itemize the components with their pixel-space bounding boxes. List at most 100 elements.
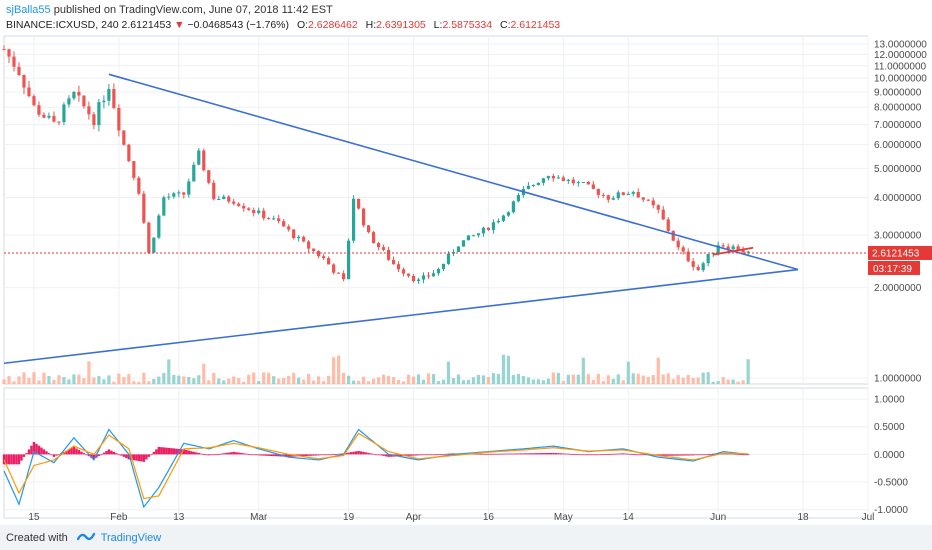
- macd-histogram-bar: [162, 447, 166, 455]
- candle-body: [97, 102, 101, 126]
- x-tick-label: 16: [483, 512, 495, 523]
- volume-bar: [127, 374, 131, 384]
- macd-histogram-bar: [327, 454, 330, 456]
- volume-bar: [87, 361, 91, 384]
- volume-bar: [456, 374, 461, 384]
- volume-bar: [596, 373, 600, 384]
- volume-bar: [77, 374, 81, 384]
- macd-histogram-bar: [107, 449, 111, 455]
- candle-body: [586, 181, 590, 185]
- candle-body: [132, 161, 136, 178]
- macd-histogram-bar: [20, 454, 23, 461]
- macd-histogram-bar: [367, 452, 370, 455]
- volume-bar: [576, 374, 580, 384]
- macd-histogram-bar: [225, 452, 228, 455]
- macd-histogram-bar: [210, 454, 213, 456]
- macd-histogram-bar: [447, 453, 450, 455]
- volume-bar: [426, 373, 431, 384]
- macd-histogram-bar: [609, 453, 612, 455]
- candle-body: [716, 245, 720, 253]
- macd-histogram-bar: [362, 451, 365, 455]
- created-with-text: Created with: [6, 532, 68, 544]
- volume-bar: [661, 374, 665, 384]
- macd-histogram-bar: [414, 454, 418, 456]
- volume-bar: [182, 376, 186, 384]
- candle-body: [431, 273, 436, 277]
- macd-histogram-bar: [227, 452, 230, 455]
- volume-bar: [277, 378, 281, 384]
- candle-body: [187, 181, 191, 195]
- candle-body: [177, 192, 181, 194]
- macd-histogram-bar: [17, 454, 21, 465]
- macd-histogram-bar: [339, 453, 343, 455]
- macd-histogram-bar: [22, 454, 26, 457]
- macd-histogram-bar: [637, 454, 640, 456]
- macd-histogram-bar: [412, 454, 415, 456]
- volume-bar: [451, 378, 456, 384]
- candle-body: [686, 251, 690, 262]
- author-link[interactable]: sjBalla55: [6, 4, 51, 16]
- macd-histogram-bar: [552, 452, 555, 455]
- macd-histogram-bar: [434, 454, 438, 456]
- candle-body: [17, 66, 21, 75]
- macd-histogram-bar: [260, 454, 263, 456]
- candle-body: [406, 273, 411, 276]
- volume-bar: [636, 373, 640, 384]
- volume-bar: [486, 376, 491, 384]
- macd-histogram-bar: [329, 454, 333, 456]
- candle-body: [361, 208, 366, 226]
- close-label: C:: [500, 19, 511, 31]
- macd-histogram-bar: [167, 447, 171, 455]
- macd-histogram-bar: [52, 454, 56, 457]
- volume-bar: [411, 376, 416, 384]
- macd-histogram-bar: [237, 452, 240, 455]
- candle-body: [636, 192, 640, 198]
- chart-area[interactable]: 15 Feb 13 Mar 19 Apr 16 May 14 Jun 18 Jul 13.0000000…: [0, 0, 932, 525]
- volume-bar: [361, 376, 366, 384]
- volume-bar: [511, 374, 516, 384]
- macd-histogram-bar: [739, 454, 742, 456]
- macd-histogram-bar: [250, 454, 253, 456]
- macd-histogram-bar: [699, 454, 702, 456]
- candle-body: [396, 264, 401, 270]
- published-text: published on TradingView.com, June 07, 2…: [53, 4, 333, 16]
- volume-bar: [307, 373, 311, 384]
- candle-body: [731, 246, 735, 250]
- macd-histogram-bar: [120, 454, 123, 456]
- macd-histogram-bar: [547, 452, 550, 455]
- macd-histogram-bar: [202, 454, 205, 455]
- candle-body: [37, 105, 41, 115]
- volume-bar: [506, 355, 511, 384]
- macd-histogram-bar: [105, 451, 108, 455]
- macd-tick-label: 0.0000: [874, 450, 905, 461]
- volume-bar: [741, 380, 745, 384]
- volume-bar: [162, 373, 166, 384]
- macd-histogram-bar: [125, 454, 128, 459]
- volume-bar: [337, 355, 341, 384]
- candle-body: [536, 182, 540, 185]
- candle-body: [57, 121, 61, 123]
- tradingview-link[interactable]: TradingView: [100, 532, 162, 544]
- volume-bar: [706, 372, 710, 384]
- candle-body: [167, 196, 171, 198]
- macd-histogram-bar: [67, 449, 71, 455]
- publish-line: sjBalla55 published on TradingView.com, …: [6, 4, 333, 16]
- volume-bar: [556, 372, 560, 384]
- candle-body: [496, 220, 501, 223]
- volume-bar: [646, 376, 650, 384]
- macd-histogram-bar: [110, 450, 113, 455]
- macd-histogram-bar: [589, 454, 593, 456]
- macd-histogram-bar: [97, 454, 101, 457]
- macd-histogram-bar: [701, 454, 705, 456]
- candle-body: [252, 210, 256, 213]
- macd-histogram-bar: [262, 454, 265, 456]
- volume-bar: [272, 376, 276, 384]
- macd-histogram-bar: [175, 448, 178, 455]
- macd-histogram-bar: [357, 450, 360, 455]
- candle-body: [691, 261, 695, 267]
- volume-bar: [297, 377, 301, 384]
- candle-body: [77, 91, 81, 96]
- volume-bar: [157, 376, 161, 384]
- volume-bar: [406, 374, 411, 384]
- macd-histogram-bar: [185, 450, 188, 455]
